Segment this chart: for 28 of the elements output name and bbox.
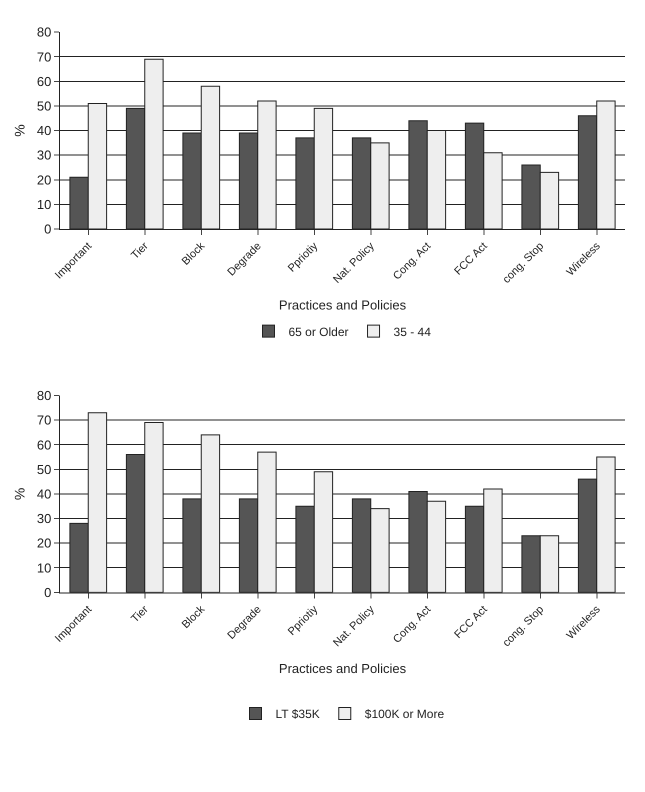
y-tick-label: 10 xyxy=(36,196,52,212)
y-tick-label: 50 xyxy=(36,462,52,477)
x-axis-title: Practices and Policies xyxy=(278,297,407,312)
y-tick-label: 40 xyxy=(36,486,52,502)
y-axis-title: % xyxy=(12,488,28,500)
y-tick-label: 20 xyxy=(36,536,52,551)
y-tick-label: 70 xyxy=(36,49,52,64)
legend-label: 35 - 44 xyxy=(394,324,432,339)
y-tick-label: 50 xyxy=(36,98,52,114)
y-tick-label: 0 xyxy=(44,584,52,600)
y-tick-label: 70 xyxy=(36,412,52,428)
x-axis-title: Practices and Policies xyxy=(278,660,407,676)
y-tick-label: 60 xyxy=(36,437,52,452)
y-axis-title: % xyxy=(12,124,28,137)
y-tick-label: 40 xyxy=(36,123,52,138)
y-tick-label: 10 xyxy=(36,560,52,576)
y-tick-label: 30 xyxy=(36,511,52,526)
y-tick-label: 30 xyxy=(36,148,52,163)
x-tick-label: Tier xyxy=(129,240,151,262)
y-tick-label: 60 xyxy=(36,74,52,89)
y-tick-label: 80 xyxy=(36,388,52,404)
x-tick-label: Tier xyxy=(129,603,151,626)
y-tick-label: 0 xyxy=(44,222,52,237)
legend-label: LT $35K xyxy=(276,707,320,722)
y-tick-label: 80 xyxy=(36,24,52,40)
legend-label: 65 or Older xyxy=(288,324,349,339)
y-tick-label: 20 xyxy=(36,172,52,188)
legend-label: $100K or More xyxy=(364,707,444,722)
